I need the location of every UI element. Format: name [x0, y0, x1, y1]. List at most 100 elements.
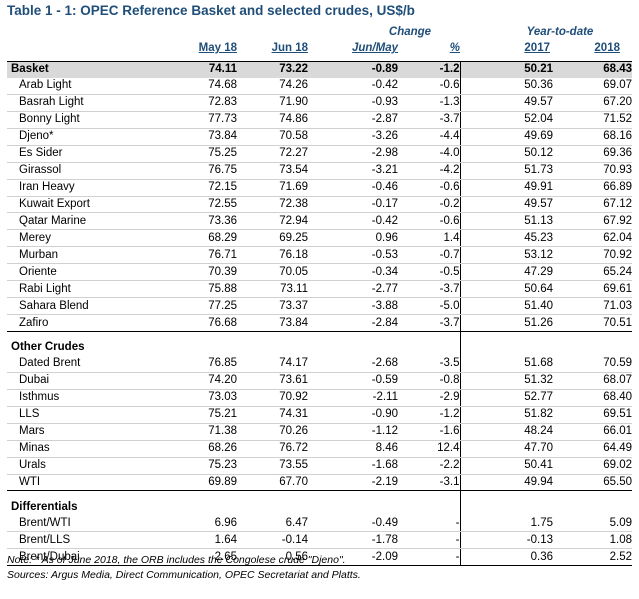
cell-chg: -3.88 [308, 297, 398, 316]
cell-y2017: 47.29 [470, 263, 553, 282]
sources-text: Sources: Argus Media, Direct Communicati… [7, 569, 361, 581]
cell-y2017: 49.69 [470, 128, 553, 146]
cell-pct: -4.0 [398, 145, 460, 163]
cell-chg: -0.46 [308, 179, 398, 197]
cell-y2018: 65.50 [553, 474, 632, 492]
table-row: Dubai 74.20 73.61 -0.59 -0.8 51.32 68.07 [7, 372, 632, 390]
cell-y2017: 50.12 [470, 145, 553, 163]
column-gap [459, 389, 470, 407]
cell-may18: 6.96 [177, 515, 237, 533]
cell-label: Djeno* [7, 128, 177, 146]
cell-may18: 76.75 [177, 162, 237, 180]
cell-may18: 75.23 [177, 457, 237, 475]
cell-label: Brent/Dubai [7, 548, 177, 567]
cell-label: Arab Light [7, 77, 177, 95]
cell-y2018: 62.04 [553, 229, 632, 248]
cell-chg: -2.09 [308, 548, 398, 567]
cell-label: Rabi Light [7, 280, 177, 299]
cell-pct: -1.6 [398, 423, 460, 441]
cell-y2017: 51.82 [470, 406, 553, 424]
cell-pct: -1.2 [398, 406, 460, 424]
cell-jun18: 71.90 [237, 94, 308, 112]
cell-jun18: 72.94 [237, 212, 308, 231]
cell-pct: -5.0 [398, 297, 460, 316]
note-text: Note: * As of June 2018, the ORB include… [7, 554, 346, 566]
cell-label: Basrah Light [7, 94, 177, 112]
cell-label: Mars [7, 423, 177, 441]
cell-pct: - [398, 548, 460, 567]
cell-y2017: 50.36 [470, 77, 553, 95]
cell-y2017: 48.24 [470, 423, 553, 441]
cell-label: Zafiro [7, 314, 177, 332]
column-gap [459, 280, 470, 299]
cell-may18: 75.88 [177, 280, 237, 299]
cell-may18: 76.68 [177, 314, 237, 332]
cell-jun18: 73.61 [237, 372, 308, 390]
cell-jun18: 70.92 [237, 389, 308, 407]
cell-y2017: 49.94 [470, 474, 553, 492]
cell-y2018: 69.07 [553, 77, 632, 95]
cell-pct: -4.4 [398, 128, 460, 146]
cell-jun18: 70.58 [237, 128, 308, 146]
column-gap [459, 246, 470, 265]
cell-chg: 8.46 [308, 440, 398, 458]
cell-pct: 1.4 [398, 229, 460, 248]
cell-may18: 73.84 [177, 128, 237, 146]
table-row: Brent/WTI 6.96 6.47 -0.49-1.75 5.09 [7, 515, 632, 533]
cell-jun18: 0.56 [237, 548, 308, 567]
cell-pct: - [398, 515, 460, 533]
cell-y2017: 49.57 [470, 196, 553, 214]
cell-chg: -2.11 [308, 389, 398, 407]
cell-may18: 70.39 [177, 263, 237, 282]
table-row: Zafiro 76.68 73.84 -2.84 -3.7 51.26 70.51 [7, 314, 632, 332]
cell-jun18: 74.17 [237, 355, 308, 373]
cell-y2017: 50.64 [470, 280, 553, 299]
section-label: Other Crudes [11, 341, 85, 354]
cell-may18: 74.68 [177, 77, 237, 95]
column-gap [459, 179, 470, 197]
cell-y2018: 67.92 [553, 212, 632, 231]
crude-price-table: Basket 74.11 73.22 -0.89 -1.2 50.21 68.43 Arab … [7, 60, 632, 567]
cell-jun18: 70.26 [237, 423, 308, 441]
table-row: Merey 68.29 69.25 0.96 1.4 45.23 62.04 [7, 229, 632, 248]
cell-label: Qatar Marine [7, 212, 177, 231]
cell-pct: -0.5 [398, 263, 460, 282]
column-gap [459, 60, 470, 78]
cell-y2018: 70.51 [553, 314, 632, 332]
cell-y2018: 70.93 [553, 162, 632, 180]
cell-pct: -1.3 [398, 94, 460, 112]
cell-label: Girassol [7, 162, 177, 180]
cell-jun18: 73.84 [237, 314, 308, 332]
header-pct: % [449, 42, 460, 54]
cell-y2017: 53.12 [470, 246, 553, 265]
cell-chg: -0.53 [308, 246, 398, 265]
cell-chg: -0.89 [308, 60, 398, 78]
cell-chg: -0.49 [308, 515, 398, 533]
table-row: WTI 69.89 67.70 -2.19 -3.1 49.94 65.50 [7, 474, 632, 492]
cell-label: Basket [7, 60, 177, 78]
cell-y2017: 51.73 [470, 162, 553, 180]
cell-chg: -0.42 [308, 77, 398, 95]
cell-label: Isthmus [7, 389, 177, 407]
cell-pct: 12.4 [398, 440, 460, 458]
cell-y2018: 68.16 [553, 128, 632, 146]
cell-pct: -0.2 [398, 196, 460, 214]
cell-may18: 69.89 [177, 474, 237, 492]
cell-label: Urals [7, 457, 177, 475]
cell-jun18: 6.47 [237, 515, 308, 533]
table-row: Bonny Light 77.73 74.86 -2.87 -3.7 52.04 71.52 [7, 111, 632, 129]
cell-y2018: 69.36 [553, 145, 632, 163]
cell-y2017: 49.57 [470, 94, 553, 112]
cell-may18: 68.26 [177, 440, 237, 458]
cell-chg: -3.21 [308, 162, 398, 180]
table-row: Iran Heavy 72.15 71.69 -0.46 -0.6 49.91 66.89 [7, 179, 632, 197]
cell-y2017: 52.04 [470, 111, 553, 129]
column-gap [459, 111, 470, 129]
cell-y2018: 65.24 [553, 263, 632, 282]
cell-y2017: 1.75 [470, 515, 553, 533]
cell-label: Oriente [7, 263, 177, 282]
cell-chg: -0.93 [308, 94, 398, 112]
cell-may18: 77.73 [177, 111, 237, 129]
cell-jun18: 70.05 [237, 263, 308, 282]
table-row: Basrah Light 72.83 71.90 -0.93 -1.3 49.57 67.2… [7, 94, 632, 112]
